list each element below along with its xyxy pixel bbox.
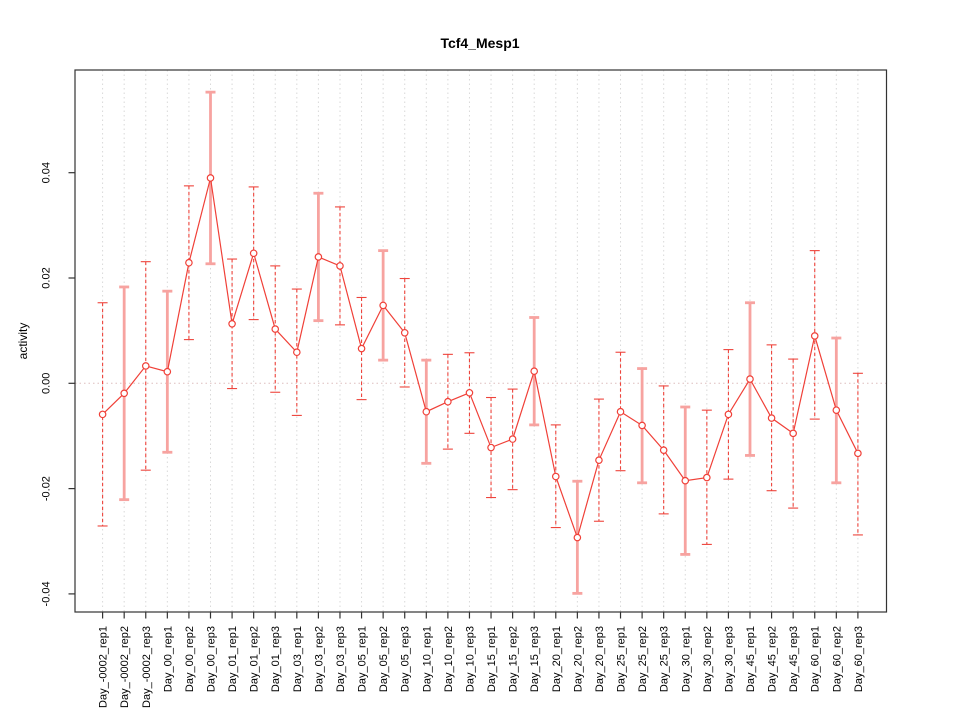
y-tick-label: 0.04 [41,162,53,183]
x-tick-label: Day_60_rep3 [853,626,865,692]
x-tick-label: Day_30_rep3 [723,626,735,692]
y-tick-label: -0.02 [41,476,53,501]
x-tick-label: Day_10_rep3 [464,626,476,692]
data-point [465,388,474,397]
data-point [120,389,128,398]
x-tick-label: Day_03_rep3 [335,626,347,692]
x-tick-label: Day_25_rep2 [637,626,649,692]
plot-frame [74,69,888,613]
data-point [336,262,344,270]
data-point [724,410,733,419]
x-tick-label: Day_30_rep1 [680,626,692,692]
data-point [638,421,646,430]
x-tick-label: Day_45_rep1 [745,626,757,692]
x-tick-label: Day_20_rep2 [572,626,584,692]
x-tick-label: Day_01_rep3 [270,626,282,692]
data-point [854,449,862,458]
data-point [98,410,107,419]
x-tick-label: Day_20_rep3 [594,626,606,692]
x-tick-label: Day_10_rep2 [443,626,455,692]
data-point [530,367,539,375]
x-tick-label: Day_00_rep2 [184,626,196,692]
x-tick-label: Day_15_rep3 [529,626,541,692]
x-tick-label: Day_00_rep3 [206,626,218,692]
x-tick-label: Day_20_rep1 [551,626,563,692]
data-point [379,301,387,310]
x-tick-label: Day_30_rep2 [702,626,714,692]
data-point [703,473,711,482]
x-tick-label: Day_60_rep1 [810,626,822,692]
x-tick-label: Day_25_rep1 [616,626,628,692]
data-point [206,174,215,182]
data-point [444,397,452,406]
data-point [659,446,668,454]
x-tick-label: Day_-0002_rep3 [141,626,153,708]
x-tick-label: Day_15_rep2 [508,626,520,692]
data-point [508,435,517,443]
data-point [487,443,495,452]
y-tick-label: 0.00 [41,373,53,394]
x-tick-label: Day_03_rep1 [292,626,304,692]
data-point [185,258,193,267]
data-point [746,375,754,383]
x-tick-label: Day_-0002_rep1 [98,626,110,708]
data-point [400,328,409,337]
data-point [810,332,819,340]
data-point [293,348,301,357]
y-axis-title: activity [16,323,30,360]
x-tick-label: Day_01_rep2 [249,626,261,692]
data-point [357,344,366,353]
x-tick-label: Day_60_rep2 [831,626,843,692]
x-tick-label: Day_05_rep2 [378,626,390,692]
x-tick-label: Day_03_rep2 [313,626,325,692]
data-line [102,177,859,540]
x-tick-label: Day_00_rep1 [162,626,174,692]
data-point [551,472,560,481]
x-tick-label: Day_10_rep1 [421,626,433,692]
data-point [573,533,582,542]
data-point [422,407,431,416]
y-tick-label: 0.02 [41,267,53,288]
data-point [249,249,258,258]
x-tick-label: Day_-0002_rep2 [119,626,131,708]
data-point [595,456,603,464]
data-point [616,407,625,416]
x-tick-label: Day_05_rep1 [357,626,369,692]
data-point [228,320,236,328]
data-point [141,362,150,370]
x-tick-label: Day_25_rep3 [659,626,671,692]
x-tick-label: Day_15_rep1 [486,626,498,692]
x-tick-label: Day_01_rep1 [227,626,239,692]
data-point [681,476,690,485]
x-tick-label: Day_45_rep3 [788,626,800,692]
data-point [314,253,323,261]
plot-generated: 0.04 0.02 0.00 -0.02 -0.04 Day_-0002_rep1 Day_… [41,69,888,708]
chart-title: Tcf4_Mesp1 [440,35,519,51]
data-point [271,325,280,333]
x-tick-label: Day_45_rep2 [767,626,779,692]
data-point [163,367,172,376]
data-point [767,414,776,422]
data-point [832,406,841,414]
x-tick-label: Day_05_rep3 [400,626,412,692]
y-tick-label: -0.04 [41,581,53,606]
data-point [789,429,797,438]
